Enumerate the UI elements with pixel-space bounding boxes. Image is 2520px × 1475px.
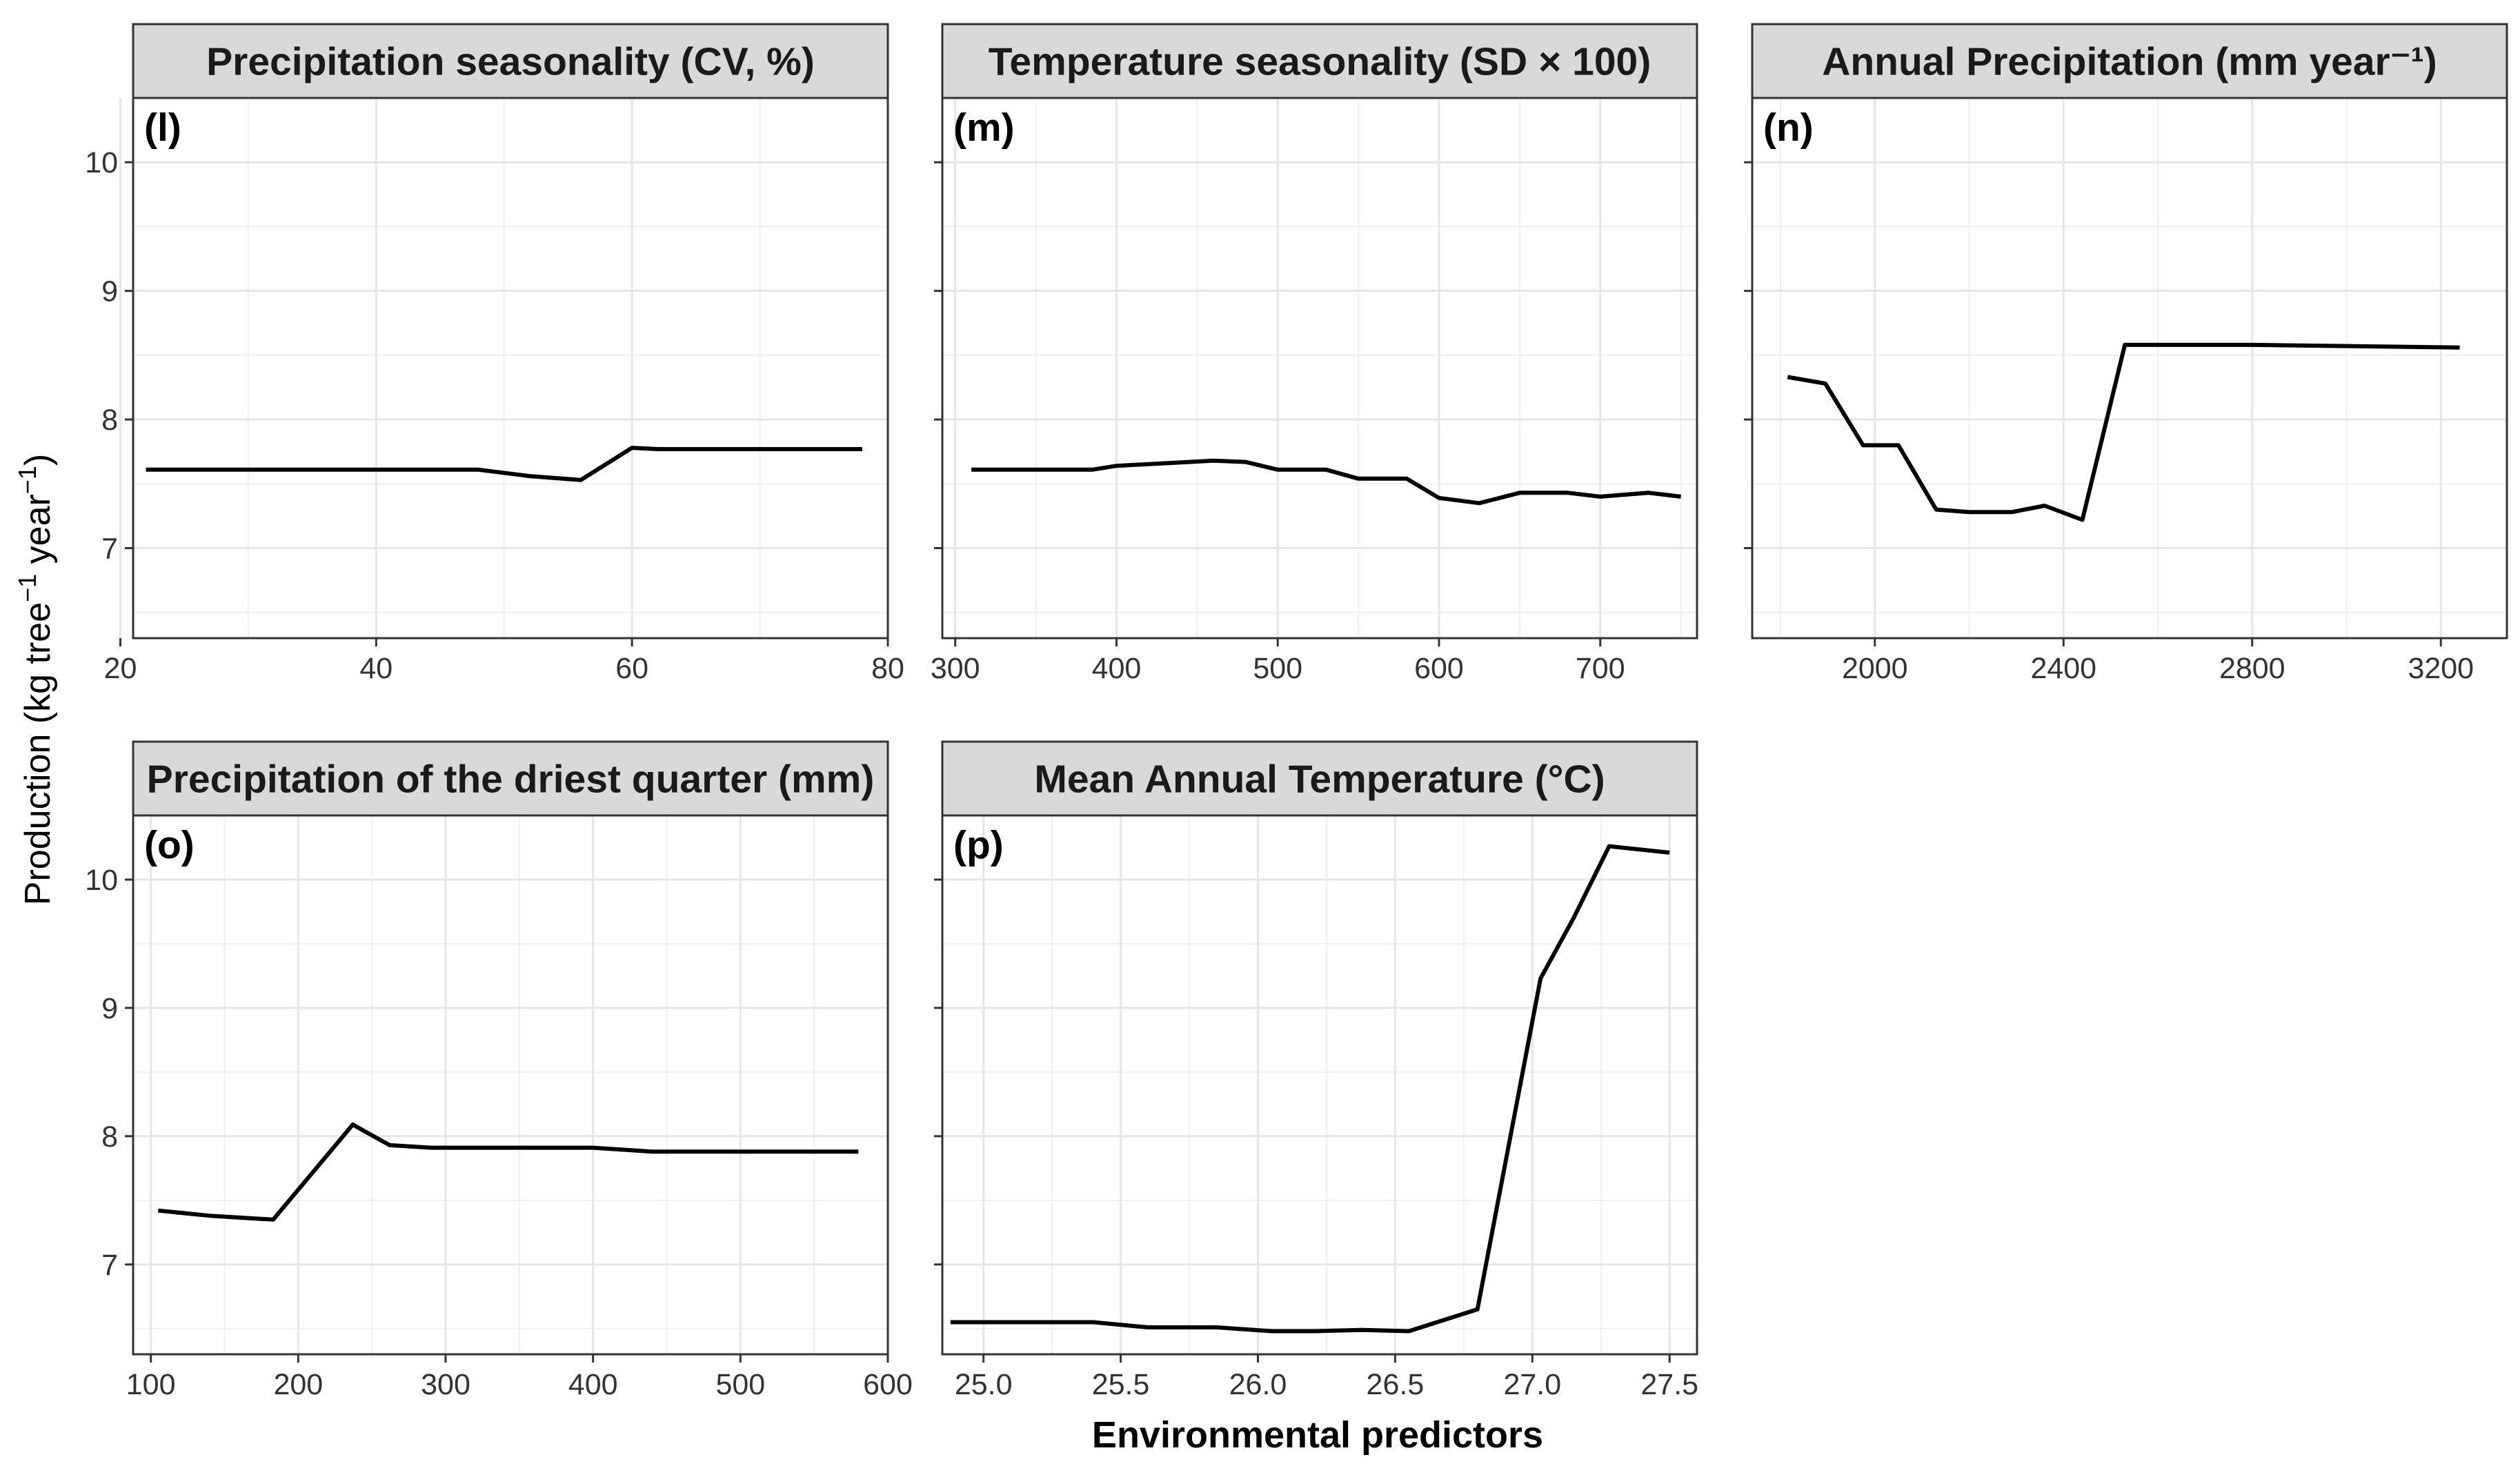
y-tick-label: 8 [101, 404, 118, 437]
x-tick-label: 2400 [2030, 652, 2096, 685]
panel-2: Temperature seasonality (SD × 100) (m) 300… [931, 23, 1698, 685]
x-tick-label: 2000 [1842, 652, 1908, 685]
x-tick-label: 300 [421, 1368, 470, 1401]
x-tick-label: 500 [715, 1368, 765, 1401]
x-tick-label: 3200 [2408, 652, 2474, 685]
facet-strip-title: Mean Annual Temperature (°C) [1034, 758, 1605, 802]
panel-background [1752, 98, 2507, 638]
x-tick-label: 200 [273, 1368, 323, 1401]
panel-3: Annual Precipitation (mm year⁻¹)(n) 2000 2… [1744, 23, 2508, 685]
panel-background [133, 815, 888, 1354]
x-tick-label: 100 [126, 1368, 176, 1401]
x-tick-label: 40 [359, 652, 393, 685]
panel-background [942, 98, 1697, 638]
panel-tag: (m) [953, 106, 1015, 150]
x-tick-label: 27.5 [1640, 1368, 1698, 1401]
series-line [146, 446, 862, 482]
x-tick-label: 2800 [2219, 652, 2285, 685]
x-tick-label: 600 [863, 1368, 913, 1401]
y-tick-label: 9 [101, 992, 118, 1025]
x-tick-label: 26.0 [1229, 1368, 1287, 1401]
series-line [1787, 342, 2460, 522]
x-tick-label: 400 [568, 1368, 618, 1401]
panel-tag: (l) [144, 106, 181, 150]
facet-strip [1751, 23, 2508, 99]
x-tick-label: 600 [1414, 652, 1464, 685]
x-tick-label: 80 [871, 652, 904, 685]
panel-tag: (o) [144, 823, 195, 867]
panel-tag: (n) [1763, 106, 1814, 150]
panel-background [133, 98, 888, 638]
x-tick-label: 60 [615, 652, 648, 685]
facet-strip-title: Precipitation of the driest quarter (mm) [147, 758, 875, 802]
x-axis-title: Environmental predictors [1092, 1414, 1543, 1456]
facet-strip [132, 23, 889, 99]
y-axis-title: Production (kg tree−1 year−1) [13, 454, 58, 905]
x-tick-label: 400 [1092, 652, 1142, 685]
y-tick-label: 10 [85, 864, 118, 897]
x-tick-label: 300 [931, 652, 980, 685]
panel-1: Precipitation seasonality (CV, %) (l) 20 40… [85, 23, 904, 685]
y-tick-label: 9 [101, 275, 118, 308]
y-tick-label: 7 [101, 1249, 118, 1282]
facet-strip [941, 740, 1698, 817]
x-tick-label: 27.0 [1503, 1368, 1561, 1401]
x-tick-label: 500 [1253, 652, 1302, 685]
panel-5: Mean Annual Temperature (°C) (p) 25.0 25.5 2… [934, 740, 1698, 1401]
facet-strip-title: Annual Precipitation (mm year⁻¹) [1822, 40, 2437, 84]
x-tick-label: 700 [1576, 652, 1625, 685]
x-tick-label: 25.0 [955, 1368, 1013, 1401]
series-line [971, 458, 1681, 506]
facet-strip-title: Precipitation seasonality (CV, %) [206, 40, 815, 84]
facet-strip-title: Temperature seasonality (SD × 100) [989, 40, 1651, 84]
facet-strip [941, 23, 1698, 99]
panels-layer: Precipitation seasonality (CV, %) (l) 20 40… [85, 23, 2508, 1401]
y-tick-label: 8 [101, 1120, 118, 1154]
x-tick-label: 20 [104, 652, 137, 685]
facet-strip [132, 740, 889, 817]
y-tick-label: 10 [85, 146, 118, 179]
x-tick-label: 26.5 [1367, 1368, 1425, 1401]
x-tick-label: 25.5 [1092, 1368, 1150, 1401]
y-tick-label: 7 [101, 533, 118, 566]
panel-tag: (p) [953, 823, 1004, 867]
panel-4: Precipitation of the driest quarter (mm)… [85, 740, 913, 1401]
